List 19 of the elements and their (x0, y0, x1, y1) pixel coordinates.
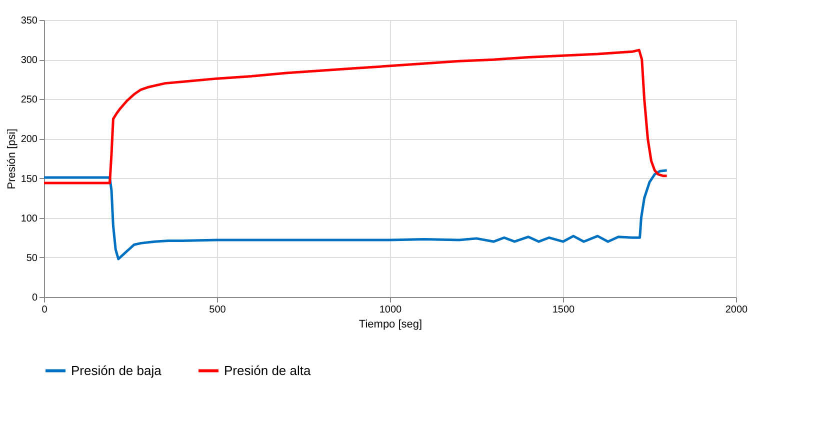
x-tick-label: 500 (209, 304, 226, 316)
y-axis-title: Presión [psi] (6, 128, 18, 190)
y-tick-label: 50 (26, 252, 38, 264)
y-tick-label: 250 (20, 94, 38, 106)
y-tick-label: 150 (20, 174, 38, 185)
x-tick-label: 1000 (379, 304, 402, 316)
x-tick-label: 0 (42, 304, 48, 316)
y-tick-label: 100 (20, 213, 38, 224)
x-axis-title: Tiempo [seg] (358, 318, 422, 330)
x-tick-label: 1500 (552, 304, 576, 316)
y-tick-label: 0 (32, 292, 38, 304)
y-tick-label: 350 (20, 16, 38, 26)
line-series (42, 48, 668, 184)
y-tick-label: 200 (20, 134, 38, 146)
x-tick-label: 2000 (725, 304, 748, 316)
line-series (42, 169, 668, 260)
legend-label: Presión de alta (224, 362, 312, 378)
y-tick-label: 300 (20, 55, 38, 66)
legend-label: Presión de baja (71, 362, 162, 378)
